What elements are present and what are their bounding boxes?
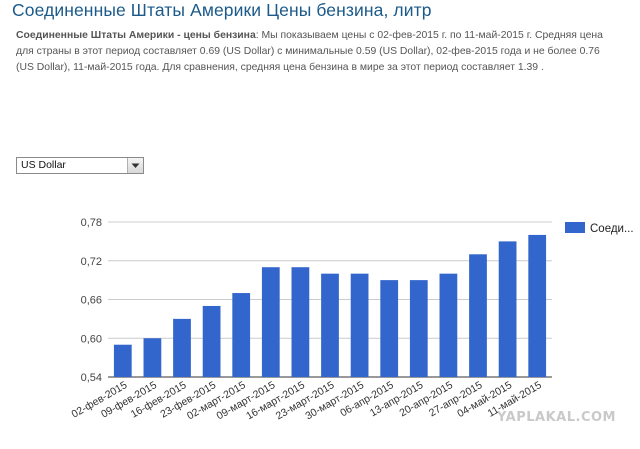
description-body: : Мы показываем цены с 02-фев-2015 г. по…	[16, 30, 603, 73]
bar-02-фев-2015[interactable]	[113, 344, 132, 377]
description-bold-lead: Соединенные Штаты Америки - цены бензина	[16, 30, 256, 41]
y-tick-label: 0,72	[81, 256, 102, 268]
bar-23-март-2015[interactable]	[321, 273, 339, 377]
bar-23-фев-2015[interactable]	[202, 305, 221, 377]
y-tick-label: 0,66	[81, 295, 102, 307]
bar-06-апр-2015[interactable]	[380, 280, 399, 377]
chevron-down-icon[interactable]	[127, 158, 143, 173]
bar-27-апр-2015[interactable]	[469, 254, 487, 377]
y-tick-label: 0,54	[81, 372, 102, 384]
bar-16-март-2015[interactable]	[291, 267, 310, 377]
description-text: Соединенные Штаты Америки - цены бензина…	[16, 28, 616, 75]
bar-09-март-2015[interactable]	[261, 267, 280, 377]
chart-legend: Соеди...	[565, 222, 634, 235]
bar-09-фев-2015[interactable]	[143, 338, 162, 377]
bar-04-май-2015[interactable]	[498, 241, 517, 377]
chart-bars	[113, 234, 547, 377]
bar-13-апр-2015[interactable]	[409, 280, 428, 377]
bar-30-март-2015[interactable]	[350, 273, 369, 377]
currency-select[interactable]: US Dollar	[16, 157, 144, 174]
y-tick-label: 0,60	[81, 333, 102, 345]
legend-label: Соеди...	[590, 223, 634, 235]
chart-x-axis: 02-фев-201509-фев-201516-фев-201523-фев-…	[70, 379, 544, 422]
price-bar-chart: 0,54 0,60 0,66 0,72 0,78 02-фев-201509-фев-2…	[70, 217, 634, 422]
page-title: Соединенные Штаты Америки Цены бензина, …	[12, 0, 432, 20]
legend-swatch	[565, 222, 585, 233]
bar-02-март-2015[interactable]	[232, 293, 251, 377]
bar-16-фев-2015[interactable]	[173, 318, 191, 377]
y-tick-label: 0,78	[81, 217, 102, 229]
chart-y-axis: 0,54 0,60 0,66 0,72 0,78	[81, 217, 102, 384]
bar-20-апр-2015[interactable]	[439, 273, 458, 377]
bar-11-май-2015[interactable]	[528, 234, 547, 377]
watermark-logo: YAPLAKAL.COM	[497, 410, 616, 425]
currency-select-value: US Dollar	[21, 159, 66, 171]
